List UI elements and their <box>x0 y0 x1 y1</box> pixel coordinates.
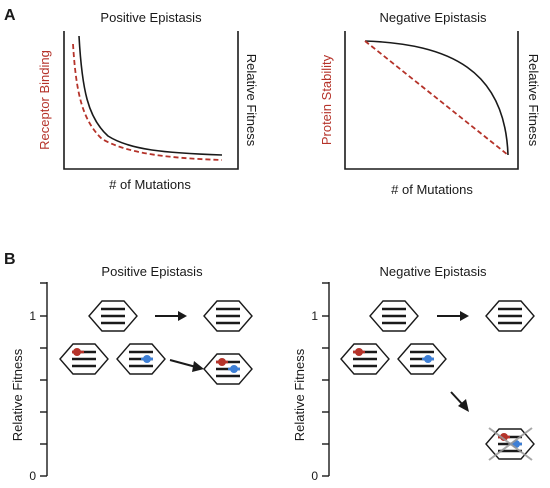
panel-a-negative-chart: Negative Epistasis Protein Stability Rel… <box>319 10 541 197</box>
blue-mutant-protein-icon <box>115 342 167 376</box>
panel-a-positive-y-left-label: Receptor Binding <box>37 50 52 150</box>
arrow-icon <box>155 311 187 321</box>
panel-b-negative: Negative Epistasis 1 0 Relative Fitness <box>292 264 536 483</box>
panel-b-negative-tick-0: 0 <box>311 469 318 483</box>
double-mutant-protein-icon <box>202 352 254 386</box>
blue-mutant-protein-icon <box>396 342 448 376</box>
receptor-binding-curve <box>72 43 223 161</box>
panel-a-negative-y-right-label: Relative Fitness <box>526 54 541 147</box>
panel-a-negative-x-label: # of Mutations <box>391 182 473 197</box>
destabilized-double-mutant-icon <box>484 427 536 461</box>
panel-a-positive-title: Positive Epistasis <box>100 10 202 25</box>
wildtype-protein-icon <box>87 299 139 333</box>
red-mutant-protein-icon <box>58 342 110 376</box>
panel-b-positive: Positive Epistasis 1 0 Relative Fitness <box>10 264 254 483</box>
panel-b-label: B <box>4 251 16 268</box>
arrow-icon <box>450 391 469 412</box>
relative-fitness-curve <box>78 35 223 156</box>
panel-a-positive-axes <box>63 31 239 170</box>
panel-a-positive-y-right-label: Relative Fitness <box>244 54 259 147</box>
arrow-icon <box>437 311 469 321</box>
red-mutant-protein-icon <box>339 342 391 376</box>
relative-fitness-curve-negative <box>364 40 509 156</box>
protein-stability-line <box>364 40 509 156</box>
panel-b-negative-title: Negative Epistasis <box>380 264 487 279</box>
panel-a-negative-y-left-label: Protein Stability <box>319 54 334 145</box>
panel-b-negative-y-label: Relative Fitness <box>292 348 307 441</box>
panel-a-label: A <box>4 7 16 24</box>
panel-b-negative-ticks <box>322 282 329 477</box>
panel-b-positive-tick-1: 1 <box>29 309 36 323</box>
cross-icon <box>488 427 533 461</box>
wildtype-protein-icon <box>202 299 254 333</box>
panel-a-positive-x-label: # of Mutations <box>109 177 191 192</box>
panel-b-positive-tick-0: 0 <box>29 469 36 483</box>
panel-a-negative-axes <box>344 31 519 170</box>
panel-b-positive-y-label: Relative Fitness <box>10 348 25 441</box>
wildtype-protein-icon <box>484 299 536 333</box>
arrow-icon <box>169 359 204 372</box>
panel-a-positive-chart: Positive Epistasis Receptor Binding Rela… <box>37 10 259 192</box>
panel-b-positive-title: Positive Epistasis <box>101 264 203 279</box>
panel-b-positive-ticks <box>40 282 47 477</box>
panel-a-negative-title: Negative Epistasis <box>380 10 487 25</box>
wildtype-protein-icon <box>368 299 420 333</box>
panel-b-negative-tick-1: 1 <box>311 309 318 323</box>
